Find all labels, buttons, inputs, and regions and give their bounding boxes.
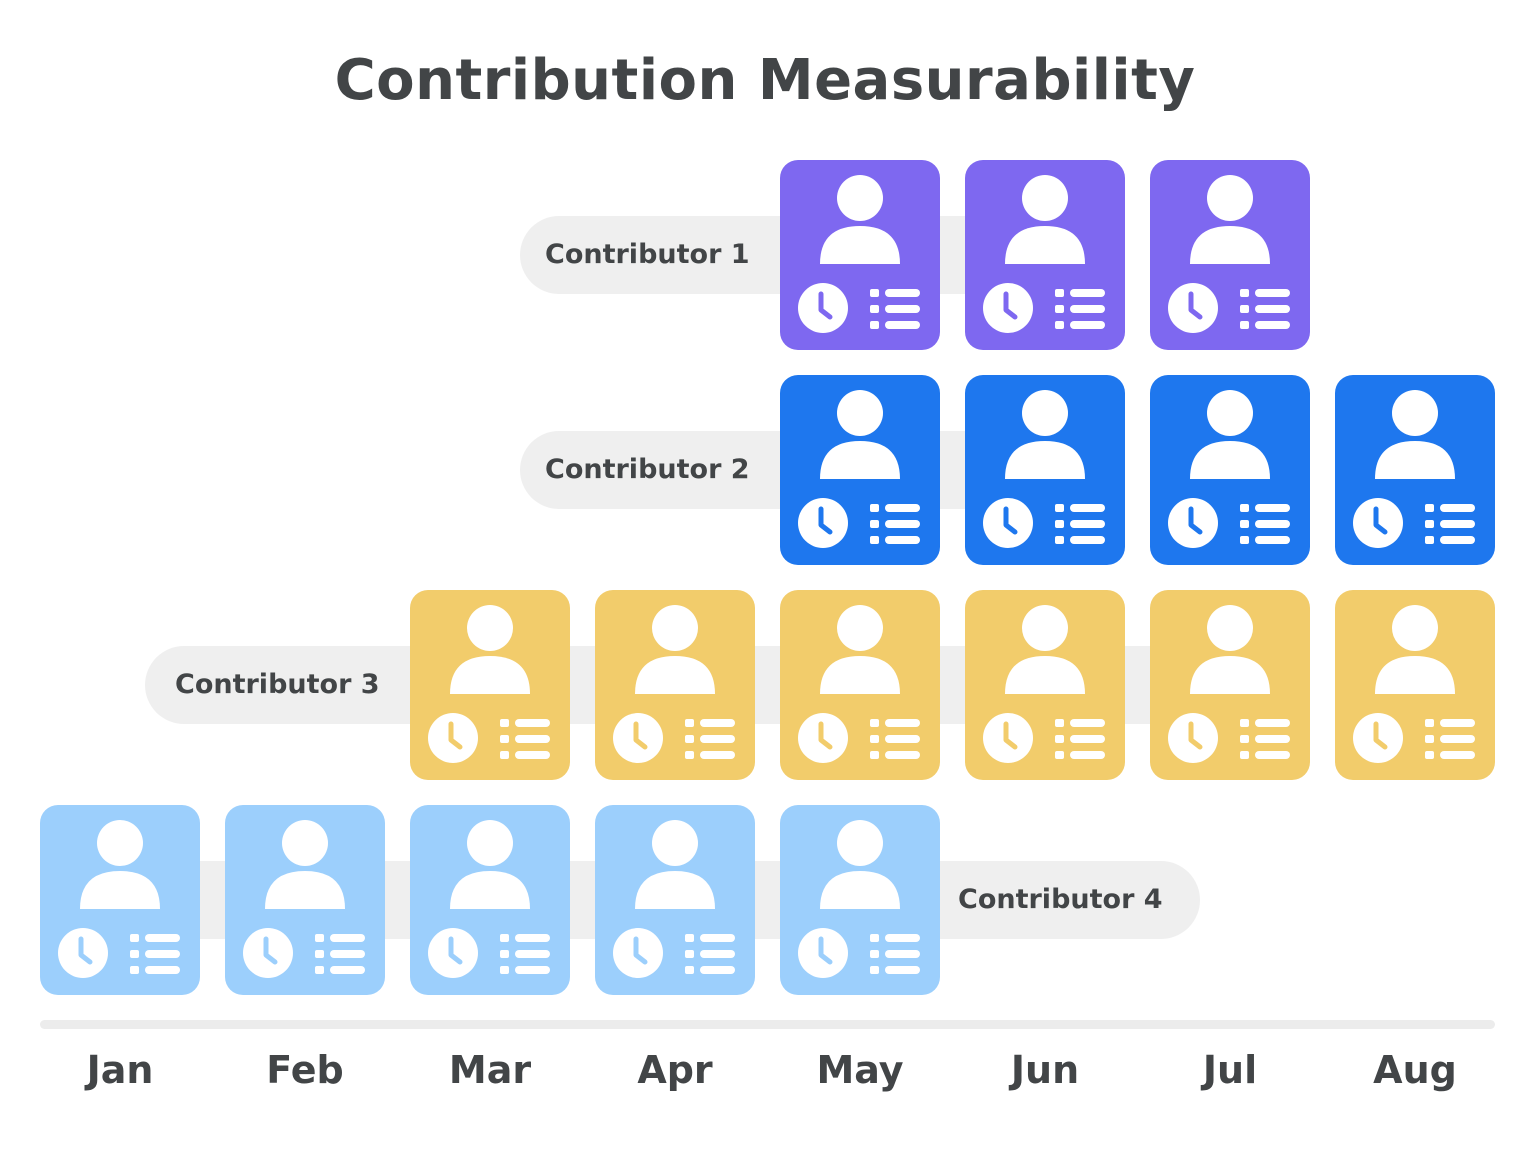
clock-icon bbox=[58, 928, 108, 978]
list-icon bbox=[500, 719, 550, 759]
contribution-card-3-jul bbox=[1150, 590, 1310, 780]
list-icon bbox=[1240, 719, 1290, 759]
person-icon bbox=[820, 605, 900, 694]
clock-icon bbox=[1168, 498, 1218, 548]
person-icon bbox=[450, 820, 530, 909]
person-icon bbox=[1190, 605, 1270, 694]
clock-icon bbox=[1353, 713, 1403, 763]
month-label-feb: Feb bbox=[266, 1048, 344, 1092]
clock-icon bbox=[798, 928, 848, 978]
month-label-jul: Jul bbox=[1202, 1048, 1258, 1092]
contribution-card-3-mar bbox=[410, 590, 570, 780]
clock-icon bbox=[1168, 283, 1218, 333]
person-icon bbox=[265, 820, 345, 909]
list-icon bbox=[1240, 504, 1290, 544]
month-label-mar: Mar bbox=[448, 1048, 532, 1092]
month-label-may: May bbox=[816, 1048, 904, 1092]
list-icon bbox=[870, 934, 920, 974]
clock-icon bbox=[428, 928, 478, 978]
list-icon bbox=[315, 934, 365, 974]
contribution-card-3-jun bbox=[965, 590, 1125, 780]
contribution-card-3-aug bbox=[1335, 590, 1495, 780]
person-icon bbox=[820, 820, 900, 909]
contribution-card-2-jul bbox=[1150, 375, 1310, 565]
list-icon bbox=[1425, 504, 1475, 544]
contribution-card-4-apr bbox=[595, 805, 755, 995]
contribution-card-3-may bbox=[780, 590, 940, 780]
list-icon bbox=[1055, 504, 1105, 544]
clock-icon bbox=[613, 713, 663, 763]
contribution-card-4-jan bbox=[40, 805, 200, 995]
list-icon bbox=[1055, 719, 1105, 759]
list-icon bbox=[685, 719, 735, 759]
clock-icon bbox=[613, 928, 663, 978]
person-icon bbox=[1375, 605, 1455, 694]
person-icon bbox=[1375, 390, 1455, 479]
person-icon bbox=[635, 605, 715, 694]
clock-icon bbox=[1168, 713, 1218, 763]
clock-icon bbox=[798, 498, 848, 548]
contribution-card-1-jul bbox=[1150, 160, 1310, 350]
person-icon bbox=[1005, 605, 1085, 694]
list-icon bbox=[500, 934, 550, 974]
chart-title: Contribution Measurability bbox=[334, 48, 1196, 113]
contribution-card-1-may bbox=[780, 160, 940, 350]
contribution-card-3-apr bbox=[595, 590, 755, 780]
list-icon bbox=[1425, 719, 1475, 759]
clock-icon bbox=[428, 713, 478, 763]
list-icon bbox=[1240, 289, 1290, 329]
clock-icon bbox=[798, 713, 848, 763]
contribution-card-2-may bbox=[780, 375, 940, 565]
person-icon bbox=[80, 820, 160, 909]
list-icon bbox=[870, 289, 920, 329]
person-icon bbox=[1190, 390, 1270, 479]
month-label-apr: Apr bbox=[637, 1048, 713, 1092]
person-icon bbox=[635, 820, 715, 909]
contribution-card-4-may bbox=[780, 805, 940, 995]
clock-icon bbox=[1353, 498, 1403, 548]
month-label-jan: Jan bbox=[86, 1048, 154, 1092]
list-icon bbox=[685, 934, 735, 974]
contributor-label-3: Contributor 3 bbox=[175, 669, 380, 700]
person-icon bbox=[1005, 390, 1085, 479]
clock-icon bbox=[798, 283, 848, 333]
timeline-axis bbox=[40, 1020, 1495, 1029]
person-icon bbox=[1190, 175, 1270, 264]
person-icon bbox=[450, 605, 530, 694]
clock-icon bbox=[983, 283, 1033, 333]
clock-icon bbox=[243, 928, 293, 978]
contribution-card-2-aug bbox=[1335, 375, 1495, 565]
contributor-label-1: Contributor 1 bbox=[545, 239, 750, 270]
clock-icon bbox=[983, 498, 1033, 548]
person-icon bbox=[820, 390, 900, 479]
month-label-aug: Aug bbox=[1373, 1048, 1457, 1092]
contribution-card-1-jun bbox=[965, 160, 1125, 350]
list-icon bbox=[1055, 289, 1105, 329]
month-label-jun: Jun bbox=[1010, 1048, 1080, 1092]
person-icon bbox=[820, 175, 900, 264]
contributor-label-4: Contributor 4 bbox=[958, 884, 1163, 915]
person-icon bbox=[1005, 175, 1085, 264]
contributor-label-2: Contributor 2 bbox=[545, 454, 750, 485]
contribution-card-4-feb bbox=[225, 805, 385, 995]
contribution-card-4-mar bbox=[410, 805, 570, 995]
list-icon bbox=[130, 934, 180, 974]
list-icon bbox=[870, 504, 920, 544]
clock-icon bbox=[983, 713, 1033, 763]
list-icon bbox=[870, 719, 920, 759]
contribution-card-2-jun bbox=[965, 375, 1125, 565]
